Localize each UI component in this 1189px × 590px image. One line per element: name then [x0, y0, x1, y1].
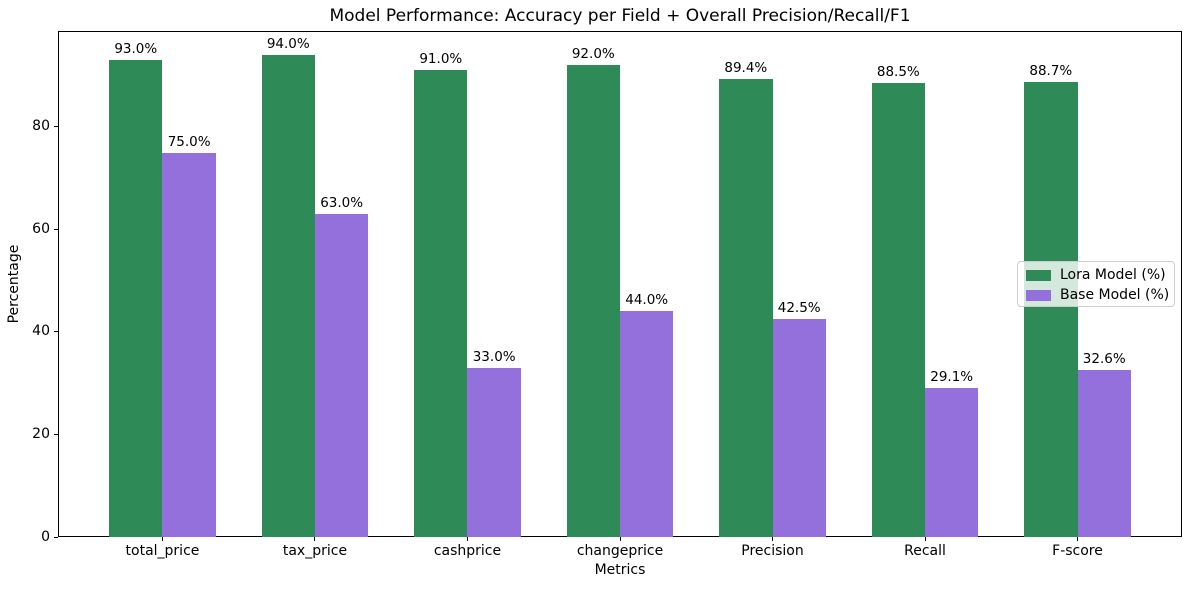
x-tick-label: Recall	[904, 543, 946, 559]
bar-value-label: 29.1%	[930, 368, 974, 385]
x-tick-label: cashprice	[433, 543, 502, 559]
bar-lora-Precision	[719, 78, 773, 537]
bar-value-label: 92.0%	[571, 46, 615, 63]
bar-value-label: 93.0%	[114, 41, 158, 58]
bar-value-label: 75.0%	[167, 133, 211, 150]
legend-swatch-icon	[1026, 269, 1051, 281]
x-tick-mark	[466, 537, 468, 541]
x-tick-label: tax_price	[282, 543, 348, 559]
y-tick-label: 20	[32, 425, 50, 442]
bar-lora-F-score	[1024, 82, 1078, 537]
y-tick-mark	[54, 536, 58, 538]
x-tick-label: changeprice	[576, 543, 664, 559]
bar-lora-Recall	[871, 83, 926, 537]
y-tick-mark	[54, 433, 58, 435]
bar-value-label: 63.0%	[320, 195, 364, 212]
bar-base-cashprice	[467, 367, 521, 537]
bar-value-label: 89.4%	[724, 59, 768, 76]
y-axis-label: Percentage	[6, 244, 22, 324]
x-tick-mark	[924, 537, 926, 541]
bar-base-Precision	[772, 319, 826, 537]
legend-swatch-icon	[1026, 289, 1051, 301]
y-tick-label: 40	[32, 323, 50, 340]
x-tick-label: Precision	[741, 543, 804, 559]
legend-label: Lora Model (%)	[1060, 267, 1166, 283]
x-tick-label: total_price	[125, 543, 200, 559]
bar-value-label: 88.7%	[1029, 63, 1073, 80]
bar-value-label: 88.5%	[876, 64, 920, 81]
x-axis-label: Metrics	[594, 562, 646, 578]
legend-entry: Base Model (%)	[1026, 285, 1174, 305]
bar-value-label: 94.0%	[266, 36, 310, 53]
bar-base-total_price	[162, 152, 216, 537]
legend-entry: Lora Model (%)	[1026, 265, 1174, 285]
bar-value-label: 44.0%	[625, 292, 669, 309]
y-tick-label: 60	[32, 220, 50, 237]
bar-lora-cashprice	[414, 70, 468, 537]
x-tick-mark	[161, 537, 163, 541]
legend: Lora Model (%) Base Model (%)	[1017, 261, 1175, 307]
y-tick-mark	[54, 331, 58, 333]
x-tick-mark	[314, 537, 316, 541]
bar-lora-changeprice	[566, 65, 620, 537]
bar-value-label: 91.0%	[419, 51, 463, 68]
x-tick-mark	[772, 537, 773, 541]
bar-lora-total_price	[109, 60, 163, 537]
chart-title: Model Performance: Accuracy per Field + …	[329, 6, 911, 26]
bar-value-label: 42.5%	[777, 300, 821, 317]
bar-lora-tax_price	[261, 55, 315, 537]
x-tick-label: F-score	[1052, 543, 1103, 559]
y-tick-mark	[54, 126, 58, 128]
bar-value-label: 33.0%	[472, 348, 516, 365]
bar-base-Recall	[925, 387, 979, 537]
bar-base-changeprice	[620, 311, 674, 537]
y-tick-label: 0	[41, 528, 50, 545]
bar-base-tax_price	[314, 214, 369, 537]
x-tick-mark	[619, 537, 621, 541]
y-tick-mark	[54, 228, 58, 230]
y-tick-label: 80	[32, 118, 50, 135]
x-tick-mark	[1077, 537, 1079, 541]
legend-label: Base Model (%)	[1060, 287, 1170, 303]
bar-value-label: 32.6%	[1082, 350, 1126, 367]
bar-base-F-score	[1077, 369, 1131, 537]
